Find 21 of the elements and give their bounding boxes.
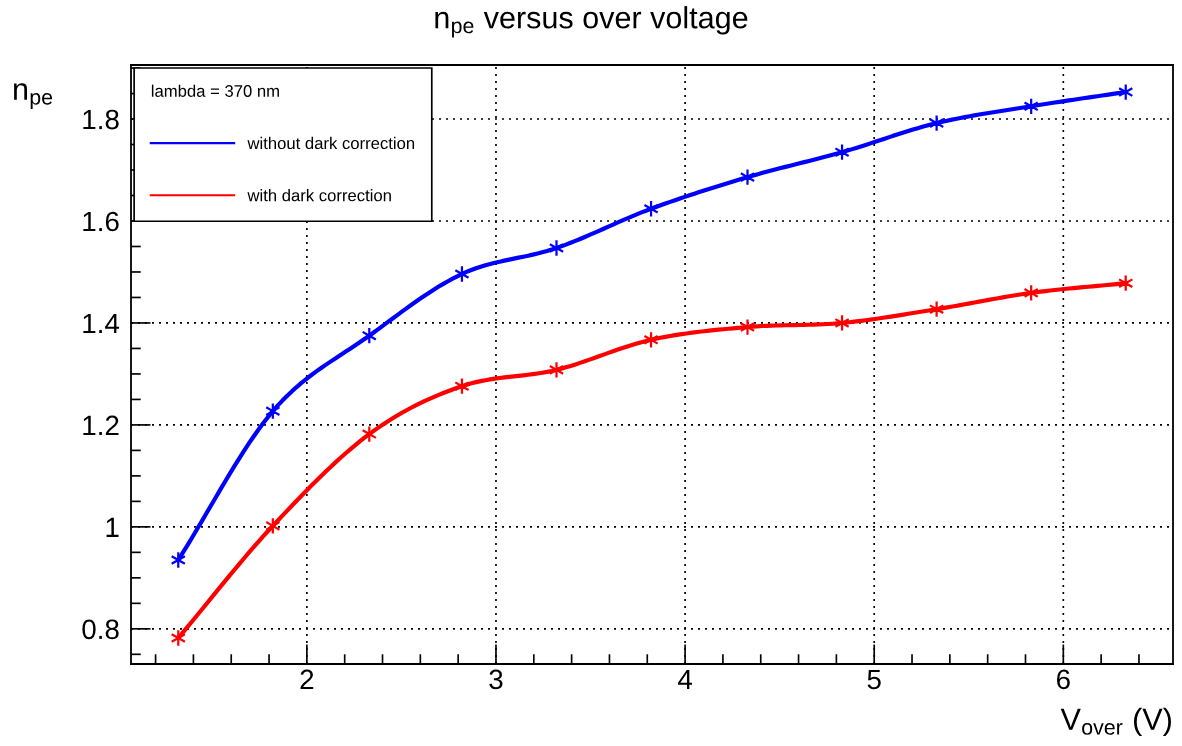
legend-label: with dark correction bbox=[247, 189, 391, 202]
x-tick-label: 4 bbox=[678, 669, 693, 689]
x-tick-label: 5 bbox=[867, 669, 881, 690]
point bbox=[548, 239, 565, 257]
point bbox=[739, 168, 756, 186]
y-tick-label: 1.4 bbox=[83, 313, 120, 334]
chart-title: n$_{pe}$ versus over voltage bbox=[435, 6, 748, 38]
x-axis-title: V$_{over}$ (V) bbox=[1060, 707, 1171, 737]
x-tick-label: 6 bbox=[1057, 669, 1070, 690]
legend-title: lambda = 370 nm bbox=[151, 84, 279, 97]
y-tick-label: 1.2 bbox=[83, 415, 119, 435]
y-tick-label: 1.8 bbox=[83, 109, 119, 130]
point bbox=[739, 318, 756, 336]
point bbox=[548, 361, 565, 379]
x-tick-label: 2 bbox=[300, 669, 314, 689]
legend-label: without dark correction bbox=[247, 136, 415, 150]
y-tick-label: 1.6 bbox=[83, 211, 119, 232]
y-tick-label: 0.8 bbox=[82, 619, 119, 640]
y-axis-title: n$_{pe}$ bbox=[14, 83, 53, 109]
x-tick-label: 3 bbox=[489, 669, 503, 690]
y-tick-label: 1 bbox=[106, 517, 119, 537]
